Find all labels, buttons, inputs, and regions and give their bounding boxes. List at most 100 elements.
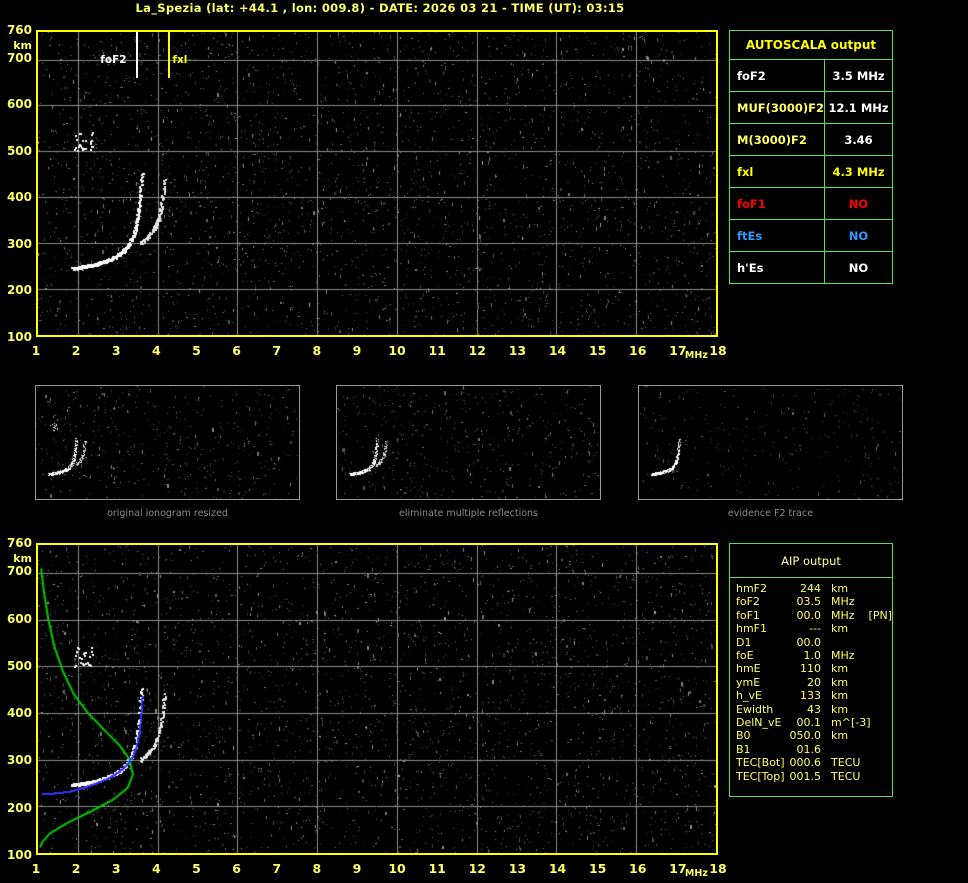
bottom-y-tick-700: 700: [6, 564, 32, 579]
bottom-x-tick-1: 1: [31, 861, 41, 876]
aip-param-5: foE: [736, 649, 754, 663]
top-y-tick-300: 300: [6, 236, 32, 251]
autoscala-param-6: h'Es: [728, 251, 826, 284]
page-title: La_Spezia (lat: +44.1 , lon: 009.8) - DA…: [135, 1, 625, 15]
autoscala-row: M(3000)F2 3.46: [728, 123, 893, 156]
bottom-y-axis-unit: km: [13, 552, 32, 565]
aip-value-6: 110: [800, 662, 822, 676]
top-x-tick-3: 3: [111, 343, 121, 358]
top-x-tick-12: 12: [468, 343, 486, 358]
aip-unit-0: km: [831, 582, 849, 595]
aip-row: TEC[Bot] 000.6 TECU: [730, 756, 892, 769]
top-x-tick-17: 17: [669, 343, 687, 358]
autoscala-value-5: NO: [824, 219, 893, 252]
bottom-x-tick-5: 5: [192, 861, 201, 876]
bottom-x-tick-4: 4: [151, 861, 161, 876]
top-x-tick-8: 8: [312, 343, 322, 358]
marker-label-fxl: fxl: [172, 54, 188, 66]
aip-value-4: 00.0: [796, 635, 822, 649]
aip-param-10: DelN_vE: [736, 716, 782, 730]
aip-unit-11: km: [831, 729, 849, 743]
autoscala-value-6: NO: [824, 251, 893, 284]
bottom-x-tick-8: 8: [312, 861, 322, 876]
top-ionogram-plot[interactable]: [36, 30, 718, 337]
aip-unit-12: [825, 743, 892, 756]
top-y-tick-100: 100: [6, 330, 32, 344]
aip-unit-7: km: [831, 675, 849, 689]
aip-unit-2: MHz [PN]: [831, 608, 892, 622]
aip-output-box: AIP output hmF2 244 km foF2 03.5 MHz foF1 00.0 M…: [729, 543, 893, 797]
aip-value-12: 01.6: [796, 742, 822, 756]
aip-unit-8: km: [831, 689, 849, 703]
top-x-tick-14: 14: [548, 343, 567, 358]
autoscala-param-2: M(3000)F2: [728, 123, 826, 156]
aip-unit-9: km: [831, 702, 849, 716]
autoscala-param-4: foF1: [728, 187, 826, 220]
bottom-y-tick-200: 200: [6, 800, 32, 815]
bottom-x-tick-6: 6: [232, 861, 241, 876]
top-x-tick-7: 7: [272, 343, 282, 358]
aip-param-11: B0: [736, 729, 751, 743]
top-x-tick-2: 2: [71, 343, 81, 358]
small-panel-caption-0: original ionogram resized: [107, 508, 228, 519]
bottom-x-tick-11: 11: [428, 861, 446, 876]
aip-param-14: TEC[Top]: [736, 769, 785, 783]
aip-value-1: 03.5: [796, 595, 822, 609]
aip-param-8: h_vE: [736, 689, 762, 703]
top-x-tick-16: 16: [629, 343, 647, 358]
aip-output-table: hmF2 244 km foF2 03.5 MHz foF1 00.0 MHz [PN] hmF1…: [730, 582, 892, 783]
bottom-x-axis-unit: MHz: [684, 868, 708, 879]
aip-value-11: 050.0: [789, 729, 822, 743]
bottom-x-tick-10: 10: [388, 861, 406, 876]
aip-row: hmF1 --- km: [730, 622, 892, 635]
aip-unit-10: m^[-3]: [831, 716, 871, 730]
small-panel-caption-1: eliminate multiple reflections: [398, 508, 538, 519]
aip-output-title: AIP output: [730, 544, 892, 578]
top-x-tick-15: 15: [588, 343, 607, 358]
aip-unit-6: km: [831, 662, 849, 676]
bottom-y-tick-300: 300: [6, 753, 32, 768]
aip-value-7: 20: [807, 675, 822, 689]
bottom-ionogram-plot[interactable]: [36, 543, 718, 855]
small-panel-f2-trace[interactable]: [638, 385, 903, 500]
aip-row: D1 00.0: [730, 636, 892, 649]
aip-row: foF1 00.0 MHz [PN]: [730, 609, 892, 622]
aip-row: hmE 110 km: [730, 662, 892, 675]
autoscala-row: fxl 4.3 MHz: [728, 155, 893, 188]
small-panel-original[interactable]: [35, 385, 300, 500]
aip-value-0: 244: [800, 582, 822, 595]
small-panel-no-multiples[interactable]: [336, 385, 601, 500]
bottom-x-tick-18: 18: [709, 861, 727, 876]
aip-row: h_vE 133 km: [730, 689, 892, 702]
aip-row: foE 1.0 MHz: [730, 649, 892, 662]
aip-row: Ewidth 43 km: [730, 703, 892, 716]
autoscala-row: ftEs NO: [728, 219, 893, 252]
aip-param-1: foF2: [736, 595, 760, 609]
bottom-x-tick-3: 3: [111, 861, 121, 876]
aip-unit-1: MHz: [831, 595, 855, 609]
autoscala-title: AUTOSCALA output: [729, 30, 893, 60]
bottom-x-tick-17: 17: [669, 861, 687, 876]
top-x-tick-4: 4: [151, 343, 161, 358]
bottom-x-tick-9: 9: [352, 861, 362, 876]
top-y-tick-400: 400: [6, 190, 32, 205]
autoscala-row: foF2 3.5 MHz: [728, 59, 893, 92]
bottom-y-tick-100: 100: [6, 848, 32, 862]
top-y-axis-unit: km: [13, 39, 32, 52]
bottom-x-tick-13: 13: [508, 861, 527, 876]
top-y-tick-500: 500: [6, 143, 32, 158]
aip-row: B0 050.0 km: [730, 729, 892, 742]
autoscala-value-4: NO: [824, 187, 893, 220]
autoscala-param-1: MUF(3000)F2: [728, 91, 826, 124]
top-x-axis-unit: MHz: [684, 350, 708, 361]
autoscala-row: foF1 NO: [728, 187, 893, 220]
small-panel-caption-2: evidence F2 trace: [727, 508, 814, 519]
top-y-tick-760: 760: [6, 23, 32, 37]
aip-unit-5: MHz: [831, 649, 855, 663]
aip-param-0: hmF2: [736, 582, 768, 595]
aip-unit-4: [825, 636, 892, 649]
autoscala-param-0: foF2: [728, 59, 826, 92]
aip-param-7: ymE: [736, 675, 761, 689]
bottom-x-tick-12: 12: [468, 861, 486, 876]
bottom-y-tick-500: 500: [6, 658, 32, 673]
